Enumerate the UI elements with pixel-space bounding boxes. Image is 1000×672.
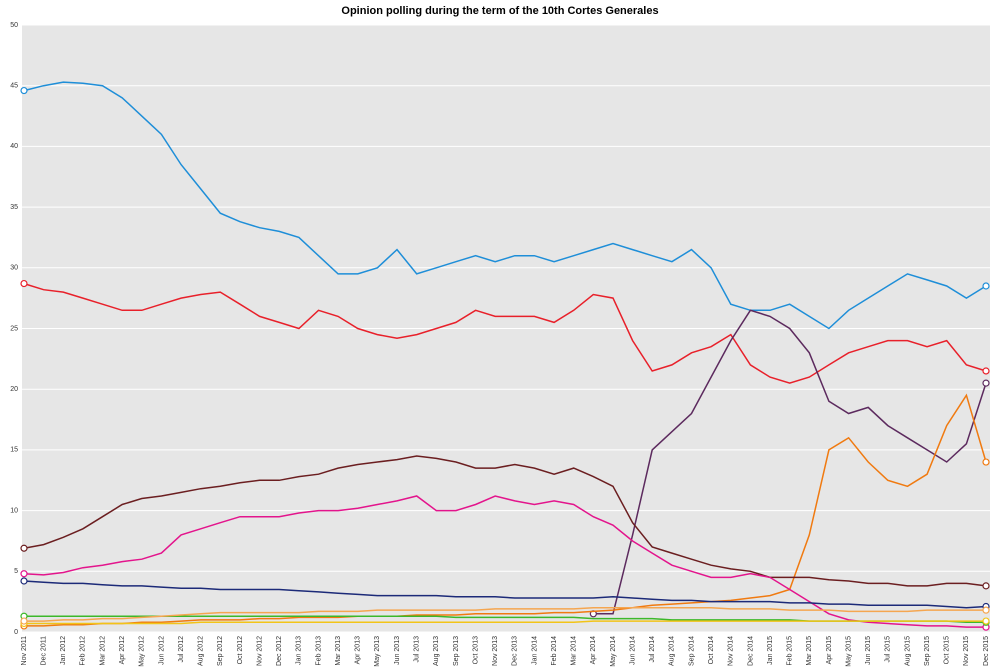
x-tick-label: Sep 2015 (924, 636, 931, 666)
x-tick-label: Dec 2014 (747, 636, 754, 666)
x-tick-label: Apr 2014 (590, 636, 597, 665)
y-tick-label: 35 (10, 204, 18, 211)
x-tick-label: Oct 2012 (237, 636, 244, 665)
endpoint-marker (982, 582, 990, 590)
y-tick-label: 10 (10, 507, 18, 514)
chart-title: Opinion polling during the term of the 1… (341, 5, 658, 17)
x-tick-label: Nov 2013 (492, 636, 499, 666)
x-tick-label: Jul 2012 (178, 636, 185, 663)
x-tick-label: Jun 2013 (394, 636, 401, 665)
series-line (593, 309, 987, 615)
endpoint-marker (20, 544, 28, 552)
endpoint-marker (20, 570, 28, 578)
series-line (24, 620, 986, 625)
series-line (24, 393, 987, 627)
x-tick-label: May 2014 (610, 636, 617, 667)
x-tick-label: Jul 2014 (649, 636, 656, 663)
x-tick-label: Nov 2015 (963, 636, 970, 666)
x-tick-label: Apr 2015 (826, 636, 833, 665)
x-tick-label: Jan 2015 (767, 636, 774, 665)
x-tick-label: Dec 2015 (983, 636, 990, 666)
x-tick-label: Mar 2015 (806, 636, 813, 666)
x-tick-label: Dec 2013 (512, 636, 519, 666)
x-tick-label: Oct 2014 (708, 636, 715, 665)
x-tick-label: May 2013 (374, 636, 381, 667)
x-tick-label: Nov 2011 (21, 636, 28, 666)
x-tick-label: Nov 2012 (256, 636, 263, 666)
series-line (23, 455, 987, 587)
x-tick-label: Jun 2012 (158, 636, 165, 665)
x-tick-label: Mar 2014 (571, 636, 578, 666)
y-tick-label: 30 (10, 265, 18, 272)
x-tick-label: Feb 2015 (787, 636, 794, 666)
y-tick-label: 40 (10, 143, 18, 150)
endpoint-marker (982, 282, 990, 290)
x-tick-label: Jun 2014 (629, 636, 636, 665)
x-tick-label: Sep 2012 (217, 636, 224, 666)
x-tick-label: May 2012 (139, 636, 146, 667)
x-tick-label: Nov 2014 (728, 636, 735, 666)
y-tick-label: 20 (10, 386, 18, 393)
endpoint-marker (20, 279, 28, 288)
x-tick-label: Apr 2012 (119, 636, 126, 665)
x-tick-label: Sep 2014 (688, 636, 695, 666)
y-tick-label: 5 (14, 568, 18, 575)
series-line (23, 81, 987, 330)
endpoint-marker (982, 606, 990, 614)
x-tick-label: Apr 2013 (355, 636, 362, 665)
y-tick-label: 15 (10, 447, 18, 454)
y-tick-label: 45 (10, 83, 18, 90)
x-tick-label: Jun 2015 (865, 636, 872, 665)
x-tick-label: Feb 2013 (315, 636, 322, 666)
series-line (23, 580, 987, 609)
x-tick-label: Jul 2015 (885, 636, 892, 663)
x-tick-label: Oct 2015 (944, 636, 951, 665)
x-tick-label: Jan 2012 (60, 636, 67, 665)
x-tick-label: Sep 2013 (453, 636, 460, 666)
x-tick-label: May 2015 (845, 636, 852, 667)
x-tick-label: Feb 2012 (80, 636, 87, 666)
x-tick-label: Aug 2015 (904, 636, 911, 666)
series-line (23, 495, 986, 628)
x-tick-label: Dec 2011 (40, 636, 47, 666)
y-tick-label: 25 (10, 325, 18, 332)
x-tick-label: Dec 2012 (276, 636, 283, 666)
endpoint-marker (982, 458, 990, 466)
x-tick-label: Oct 2013 (472, 636, 479, 665)
x-tick-label: Jan 2013 (296, 636, 303, 665)
x-tick-label: Mar 2012 (99, 636, 106, 666)
y-tick-label: 50 (10, 22, 18, 29)
x-tick-label: Aug 2014 (669, 636, 676, 666)
x-tick-label: Feb 2014 (551, 636, 558, 666)
x-tick-label: Mar 2013 (335, 636, 342, 666)
series-line (24, 606, 986, 622)
y-tick-label: 0 (14, 629, 18, 636)
endpoint-marker (982, 367, 990, 375)
endpoint-marker (982, 617, 990, 625)
x-tick-label: Jan 2014 (531, 636, 538, 665)
x-tick-label: Aug 2013 (433, 636, 440, 666)
x-tick-label: Aug 2012 (198, 636, 205, 666)
series-line (23, 282, 987, 384)
endpoint-marker (20, 617, 28, 625)
x-tick-label: Jul 2013 (413, 636, 420, 663)
endpoint-marker (20, 86, 28, 95)
endpoint-marker (982, 379, 990, 387)
endpoint-marker (20, 577, 28, 585)
